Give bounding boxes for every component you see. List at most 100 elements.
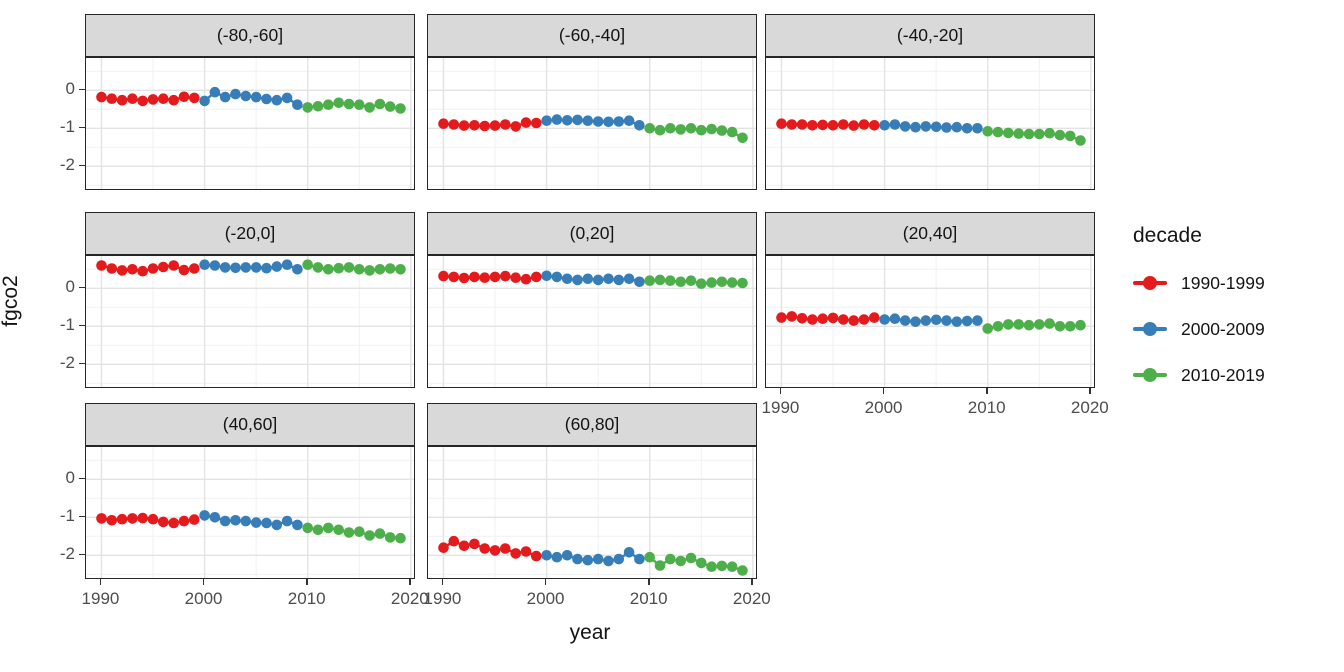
facet-panel [765, 255, 1095, 388]
data-point [941, 122, 952, 133]
data-point [127, 264, 138, 275]
data-point [613, 116, 625, 127]
data-point [654, 124, 666, 136]
data-point [827, 312, 839, 324]
data-point [489, 120, 501, 131]
data-point [889, 119, 901, 130]
data-point [879, 120, 890, 131]
x-axis-tick [985, 388, 988, 394]
data-point [623, 115, 635, 126]
data-point [479, 120, 490, 132]
data-point [592, 274, 604, 286]
data-point [469, 120, 480, 131]
data-point [137, 265, 148, 277]
y-tick-label: -2 [59, 353, 75, 373]
data-point [240, 90, 252, 102]
data-point [230, 88, 241, 100]
data-point [250, 517, 262, 528]
data-point [147, 513, 159, 525]
data-point [96, 260, 107, 271]
data-point [1023, 319, 1035, 331]
data-point [271, 261, 283, 272]
y-axis-tick [79, 126, 85, 129]
data-point [531, 550, 542, 562]
data-point [137, 95, 148, 107]
data-point [106, 263, 118, 274]
data-point [189, 263, 200, 274]
x-tick-label: 1990 [761, 398, 800, 417]
data-point [899, 121, 911, 132]
data-point [364, 530, 375, 541]
data-point [354, 264, 365, 275]
data-point [106, 93, 118, 104]
data-point [696, 557, 707, 569]
data-point [572, 553, 583, 565]
data-point [1075, 135, 1086, 146]
data-point [726, 277, 738, 288]
data-point [827, 120, 839, 131]
data-point [1003, 127, 1014, 139]
data-point [489, 271, 501, 283]
data-point [634, 276, 645, 288]
data-point [199, 95, 210, 107]
data-point [168, 260, 179, 271]
data-point [582, 554, 594, 566]
data-point [240, 515, 252, 527]
data-point [551, 271, 563, 283]
data-point [654, 274, 666, 286]
data-point [323, 99, 334, 110]
data-point [706, 123, 717, 135]
data-point [395, 264, 406, 275]
data-point [817, 119, 828, 131]
data-point [219, 262, 231, 273]
data-point [500, 119, 511, 130]
data-point [96, 91, 107, 103]
data-point [323, 264, 334, 275]
data-point [230, 262, 241, 274]
data-point [137, 512, 148, 524]
data-point [261, 93, 272, 105]
data-point [582, 115, 594, 126]
data-point [561, 550, 573, 561]
data-point [1034, 319, 1045, 330]
data-point [1054, 129, 1066, 141]
data-point [438, 542, 449, 553]
data-point [1013, 319, 1024, 330]
data-point [899, 315, 911, 326]
data-point [364, 102, 375, 113]
data-point [706, 277, 717, 288]
data-point [384, 101, 396, 112]
data-point [551, 551, 563, 563]
x-axis-tick [441, 579, 444, 585]
data-point [292, 519, 303, 531]
data-point [479, 543, 490, 554]
legend-item-2010-2019: 2010-2019 [1133, 360, 1265, 390]
x-tick-label: 2010 [967, 398, 1006, 417]
data-point [776, 118, 787, 129]
data-point [189, 92, 200, 104]
data-point [910, 316, 921, 327]
data-point [281, 259, 293, 270]
data-point [158, 261, 169, 273]
data-point [1034, 128, 1045, 140]
data-point [644, 275, 655, 286]
facet-panel [427, 57, 757, 190]
data-point [333, 524, 344, 536]
y-tick-label: 0 [65, 277, 75, 297]
data-point [838, 119, 849, 130]
x-tick-label: 2000 [526, 589, 565, 608]
data-point [520, 273, 532, 285]
data-point [1064, 321, 1076, 332]
facet-strip-label: (60,80] [427, 403, 757, 446]
facet-panel [765, 57, 1095, 190]
data-point [665, 123, 676, 134]
y-tick-label: 0 [65, 468, 75, 488]
data-point [250, 262, 262, 273]
legend-item-2000-2009: 2000-2009 [1133, 314, 1265, 344]
data-point [665, 553, 676, 565]
data-point [910, 121, 921, 133]
data-point [716, 125, 728, 136]
facet-(-40,-20]: (-40,-20] [765, 14, 1095, 190]
data-point [458, 272, 470, 284]
data-point [209, 512, 221, 523]
